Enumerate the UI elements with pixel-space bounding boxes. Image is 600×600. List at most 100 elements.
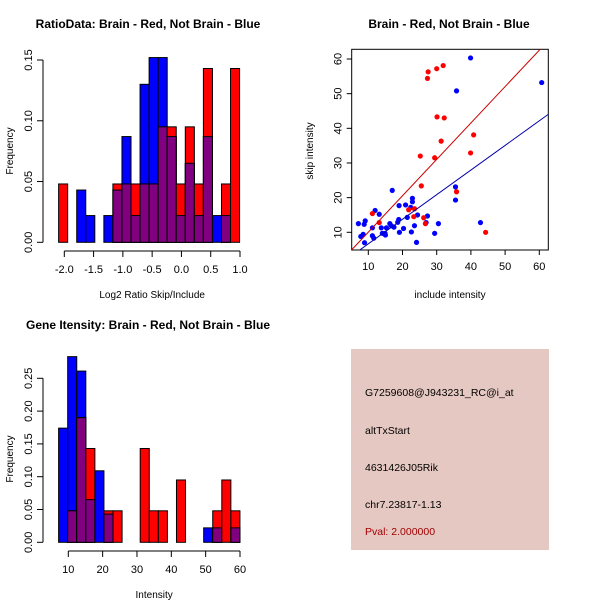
red-point xyxy=(434,114,440,120)
x-tick-label: 10 xyxy=(62,564,74,576)
blue-point xyxy=(452,184,459,190)
x-tick-label: 0.5 xyxy=(203,264,218,276)
overlap-bar xyxy=(67,510,78,543)
blue-bar xyxy=(85,215,96,243)
blue-bar xyxy=(203,527,214,543)
blue-bar xyxy=(211,215,222,243)
red-point xyxy=(440,62,446,69)
red-bar xyxy=(112,510,123,543)
blue-point xyxy=(396,229,403,235)
red-bar xyxy=(230,68,241,243)
x-tick-label: -0.5 xyxy=(143,264,162,276)
red-point xyxy=(434,66,440,72)
red-point xyxy=(418,183,424,189)
overlap-bar xyxy=(103,513,114,543)
blue-point xyxy=(383,225,390,231)
overlap-bar xyxy=(112,189,123,243)
overlap-bar xyxy=(157,126,168,243)
ratio-histogram: -2.0 -1.5 -1.0 -0.5 0.0 0.5 1.0 0.00 0.05 0.10 0.1… xyxy=(5,17,261,301)
red-point xyxy=(483,229,489,235)
blue-point xyxy=(378,225,384,231)
overlap-bar xyxy=(175,215,186,243)
x-tick-label: -1.5 xyxy=(84,264,103,276)
blue-point xyxy=(382,232,388,238)
red-point xyxy=(421,215,427,221)
red-bar xyxy=(221,479,232,543)
red-point xyxy=(432,155,438,161)
blue-point xyxy=(355,221,361,227)
y-tick-label: 40 xyxy=(333,122,345,134)
overlap-bar xyxy=(166,136,177,243)
y-tick-label: 0.05 xyxy=(23,171,35,192)
x-axis-label: include intensity xyxy=(414,290,485,301)
y-tick-label: 10 xyxy=(333,226,345,238)
location: chr7.23817-1.13 xyxy=(365,499,442,511)
y-axis-label: Frequency xyxy=(5,435,16,482)
blue-point xyxy=(402,202,409,208)
red-point xyxy=(417,153,423,159)
blue-point xyxy=(411,223,418,229)
red-bar xyxy=(175,479,187,543)
blue-bar xyxy=(103,215,114,243)
red-point xyxy=(453,189,460,195)
pval: Pval: 2.000000 xyxy=(365,526,436,538)
blue-bar xyxy=(58,427,69,543)
blue-bar xyxy=(76,189,87,243)
blue-point xyxy=(376,211,382,217)
x-tick-label: 0.0 xyxy=(174,264,189,276)
overlap-bar xyxy=(202,136,213,243)
blue-fit-line xyxy=(358,113,549,250)
overlap-bar xyxy=(184,162,195,243)
blue-point xyxy=(400,225,407,232)
y-tick-label: 30 xyxy=(333,157,345,169)
overlap-bar xyxy=(139,183,150,243)
red-point xyxy=(406,207,412,213)
x-tick-label: 40 xyxy=(465,261,477,273)
blue-point xyxy=(396,216,402,223)
gene-name: 4631426J05Rik xyxy=(365,462,438,474)
red-point xyxy=(425,69,431,75)
red-fit-line xyxy=(351,49,541,250)
overlap-bar xyxy=(212,527,223,543)
red-bar xyxy=(157,510,168,543)
red-point xyxy=(422,221,429,227)
blue-point xyxy=(539,79,545,86)
y-tick-label: 50 xyxy=(333,88,345,100)
event-type: altTxStart xyxy=(365,425,410,437)
info-panel: G7259608@J943231_RC@i_at altTxStart 4631… xyxy=(351,349,549,550)
x-tick-label: 1.0 xyxy=(232,264,247,276)
y-tick-label: 0.15 xyxy=(23,433,35,454)
x-tick-label: 60 xyxy=(533,261,545,273)
x-tick-label: 10 xyxy=(362,261,374,273)
red-point xyxy=(369,210,376,217)
overlap-bar xyxy=(121,183,132,243)
blue-point xyxy=(435,221,442,227)
overlap-bar xyxy=(230,527,241,543)
red-point xyxy=(438,138,444,144)
blue-point xyxy=(408,229,414,235)
blue-point xyxy=(396,203,402,209)
x-tick-label: 60 xyxy=(234,564,246,576)
y-tick-label: 0.25 xyxy=(23,368,35,389)
plot-box xyxy=(351,48,549,251)
x-tick-label: 20 xyxy=(97,564,109,576)
blue-point xyxy=(477,219,484,226)
x-axis-label: Intensity xyxy=(136,590,173,600)
blue-bar xyxy=(94,470,105,543)
x-tick-label: 40 xyxy=(165,564,177,576)
blue-point xyxy=(467,55,474,61)
y-tick-label: 0.20 xyxy=(23,400,35,421)
red-bar xyxy=(148,510,159,543)
overlap-bar xyxy=(193,215,204,243)
probe-id: G7259608@J943231_RC@i_at xyxy=(365,387,514,399)
y-tick-label: 0.15 xyxy=(23,49,35,70)
blue-point xyxy=(413,239,420,245)
gene-intensity-histogram: 10 20 30 40 50 60 0.00 0.05 0.10 0.15 0.20 0.25 Gene… xyxy=(5,318,270,600)
red-point xyxy=(471,132,477,138)
blue-point xyxy=(409,199,416,205)
overlap-bar xyxy=(130,215,141,243)
y-tick-label: 20 xyxy=(333,192,345,204)
blue-point xyxy=(453,88,460,94)
y-tick-label: 0.10 xyxy=(23,466,35,487)
